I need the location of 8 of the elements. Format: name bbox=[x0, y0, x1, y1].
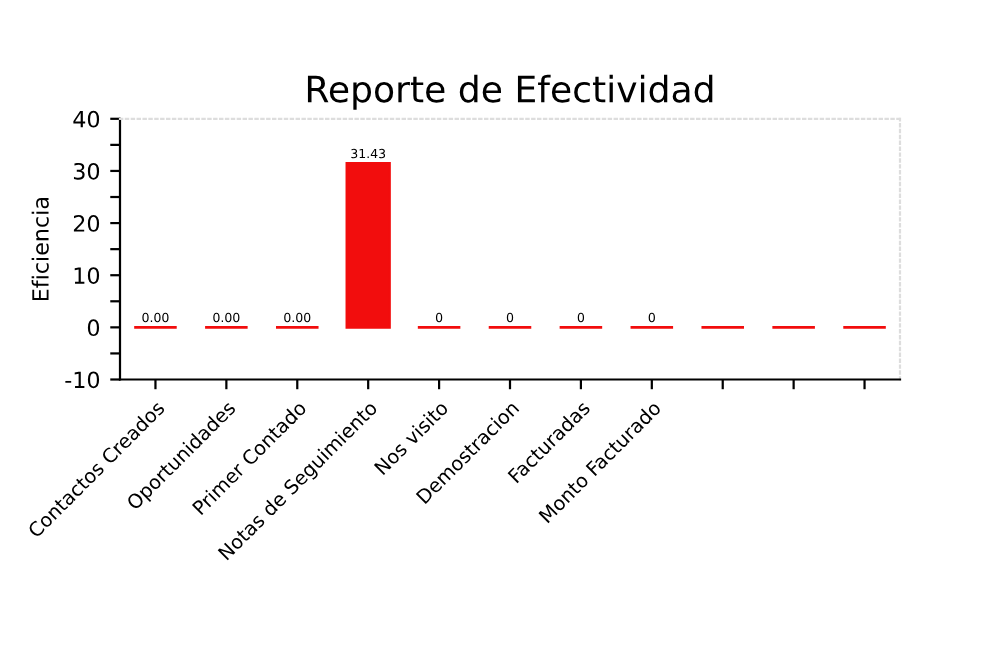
y-tick-label: 30 bbox=[73, 162, 100, 180]
y-axis-title: Eficiencia bbox=[31, 198, 49, 301]
y-tick-label: 40 bbox=[73, 110, 100, 128]
y-tick-label: 20 bbox=[73, 215, 100, 232]
y-tick-label: -10 bbox=[65, 371, 100, 389]
y-tick-label: 10 bbox=[74, 267, 100, 284]
chart-title: Reporte de Efectividad bbox=[307, 74, 713, 110]
y-tick-label: 0 bbox=[87, 319, 100, 337]
